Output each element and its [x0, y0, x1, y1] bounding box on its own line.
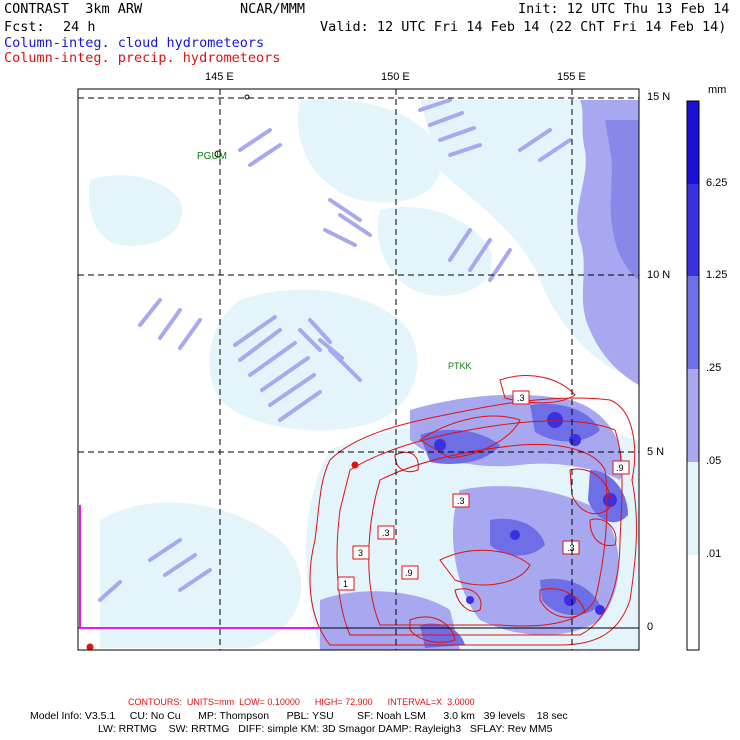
valid-time: Valid: 12 UTC Fri 14 Feb 14 (22 ChT Fri … — [320, 19, 727, 35]
contour-label: 3 — [352, 545, 370, 560]
contour-label-text: .3 — [382, 528, 390, 538]
init-time: Init: 12 UTC Thu 13 Feb 14 — [518, 1, 730, 17]
shading-layer — [88, 98, 639, 650]
contour-label-text: .3 — [457, 496, 465, 506]
lat-label: 0 — [647, 621, 654, 633]
contour-label-text: .9 — [405, 568, 413, 578]
org-label: NCAR/MMM — [240, 1, 306, 17]
model-info-line-2: LW: RRTMG SW: RRTMG DIFF: simple KM: 3D … — [98, 723, 553, 735]
contour-label: .3 — [377, 525, 395, 540]
colorbar-segment — [687, 462, 699, 555]
colorbar-segment — [687, 276, 699, 369]
colorbar-tick: 6.25 — [706, 177, 728, 189]
island-marker — [244, 94, 250, 100]
contour-label: .9 — [401, 565, 419, 580]
colorbar — [686, 100, 700, 651]
colorbar-segment — [687, 369, 699, 462]
model-info-line-1: Model Info: V3.5.1 CU: No Cu MP: Thompso… — [30, 710, 568, 722]
fcst-value: 24 h — [63, 19, 96, 35]
contour-label-text: 3 — [358, 548, 363, 558]
colorbar-tick: 1.25 — [706, 269, 728, 281]
plot-border — [77, 88, 640, 651]
lat-lon-grid — [78, 89, 639, 650]
contour-label-text: .3 — [567, 543, 575, 553]
contour-label-text: .3 — [517, 393, 525, 403]
colorbar-tick: .01 — [706, 548, 722, 560]
legend-precip: Column-integ. precip. hydrometeors — [4, 50, 281, 66]
colorbar-border — [686, 100, 700, 651]
station-label-ptkk: PTKK — [448, 361, 472, 371]
lon-label: 155 E — [557, 71, 586, 83]
colorbar-tick: .25 — [706, 362, 722, 374]
lon-label: 145 E — [205, 71, 234, 83]
contour-label: .9 — [612, 460, 630, 475]
station-marker-pgum — [214, 150, 222, 158]
colorbar-units: mm — [708, 84, 727, 96]
colorbar-segment — [687, 101, 699, 184]
colorbar-segment — [687, 184, 699, 276]
colorbar-tick: .05 — [706, 455, 722, 467]
contours-info: CONTOURS: UNITS=mm LOW= 0.10000 HIGH= 72… — [128, 697, 475, 707]
lat-label: 5 N — [647, 446, 665, 458]
contour-label: .3 — [512, 390, 530, 405]
colorbar-segment — [687, 555, 699, 650]
contour-label-group: .3 .3 .9 .3 .3 3 1 .9 — [337, 390, 630, 591]
lat-label: 10 N — [647, 269, 671, 281]
precip-contours — [86, 375, 637, 650]
fcst-label: Fcst: — [4, 19, 45, 35]
lat-label: 15 N — [647, 91, 671, 103]
station-label-pgum: PGUM — [197, 151, 227, 162]
contour-label: .3 — [452, 493, 470, 508]
domain-boundary — [79, 505, 320, 629]
cloud-streaks — [98, 98, 572, 602]
lon-label: 150 E — [381, 71, 410, 83]
contour-label-text: .9 — [616, 463, 624, 473]
contour-label: 1 — [337, 576, 355, 591]
contour-label: .3 — [562, 540, 580, 555]
model-title: CONTRAST 3km ARW — [4, 1, 143, 17]
legend-cloud: Column-integ. cloud hydrometeors — [4, 35, 265, 51]
contour-label-text: 1 — [343, 579, 348, 589]
cloud-bank-east-core — [605, 120, 639, 280]
